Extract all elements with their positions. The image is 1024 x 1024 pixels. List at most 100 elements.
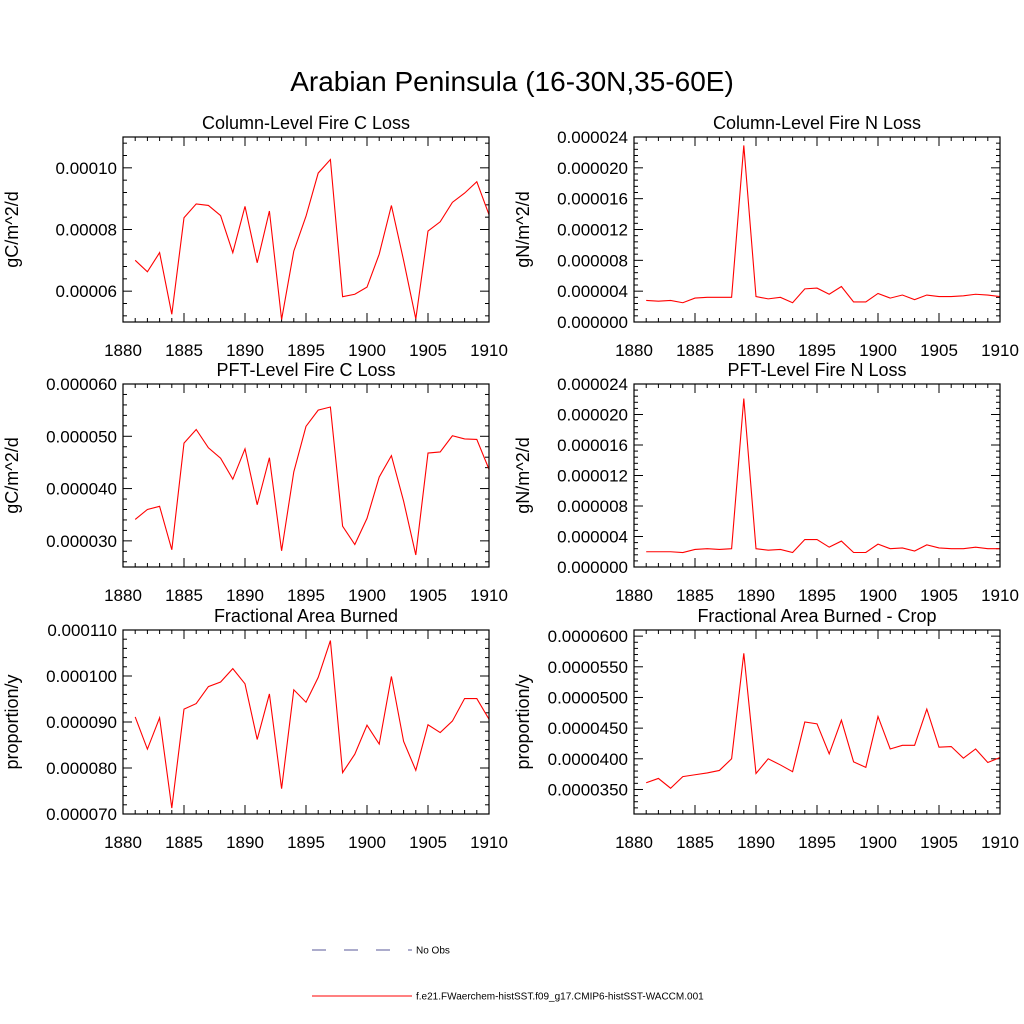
panel-pft-level-fire-n-loss: PFT-Level Fire N Loss gN/m^2/d 1880 1885 189…	[513, 360, 1019, 605]
panels: Column-Level Fire C Loss gC/m^2/d 1880 1885…	[2, 113, 1019, 852]
y-tick-label: 0.000020	[557, 406, 628, 425]
panel-column-level-fire-c-loss-frame	[122, 136, 490, 323]
x-tick-label: 1885	[165, 586, 203, 605]
panel-column-level-fire-c-loss-title: Column-Level Fire C Loss	[202, 113, 410, 133]
x-tick-label: 1910	[981, 833, 1019, 852]
figure-title: Arabian Peninsula (16-30N,35-60E)	[290, 66, 734, 97]
x-tick-label: 1905	[920, 586, 958, 605]
panel-pft-level-fire-n-loss-series-line	[646, 398, 1000, 554]
x-tick-label: 1880	[615, 833, 653, 852]
y-tick-label: 0.000024	[557, 375, 628, 394]
x-tick-label: 1890	[737, 341, 775, 360]
y-tick-label: 0.00006	[56, 282, 117, 301]
panel-pft-level-fire-c-loss-ylabel: gC/m^2/d	[2, 437, 22, 513]
y-tick-label: 0.000016	[557, 190, 628, 209]
x-tick-label: 1880	[615, 586, 653, 605]
x-tick-label: 1905	[409, 341, 447, 360]
y-tick-label: 0.000020	[557, 159, 628, 178]
panel-column-level-fire-c-loss-series-line	[134, 158, 489, 320]
y-tick-label: 0.000016	[557, 436, 628, 455]
panel-column-level-fire-n-loss-title: Column-Level Fire N Loss	[713, 113, 921, 133]
y-tick-label: 0.000004	[557, 528, 628, 547]
panel-column-level-fire-n-loss-frame	[633, 136, 1001, 323]
x-tick-label: 1905	[920, 341, 958, 360]
x-tick-label: 1890	[737, 833, 775, 852]
x-tick-label: 1895	[287, 586, 325, 605]
x-tick-label: 1890	[737, 586, 775, 605]
x-tick-label: 1900	[348, 833, 386, 852]
panel-column-level-fire-n-loss-ylabel: gN/m^2/d	[513, 191, 533, 267]
x-tick-label: 1895	[798, 341, 836, 360]
y-tick-label: 0.000012	[557, 467, 628, 486]
y-tick-label: 0.000090	[46, 713, 117, 732]
x-tick-label: 1890	[226, 586, 264, 605]
x-tick-label: 1910	[470, 341, 508, 360]
x-tick-label: 1885	[676, 833, 714, 852]
x-tick-label: 1880	[104, 341, 142, 360]
x-tick-label: 1880	[615, 341, 653, 360]
panel-fractional-area-burned-crop-frame	[633, 629, 1001, 815]
x-tick-label: 1910	[470, 833, 508, 852]
x-tick-label: 1905	[409, 586, 447, 605]
y-tick-label: 0.000100	[46, 667, 117, 686]
y-tick-label: 0.0000350	[548, 780, 628, 799]
x-tick-label: 1900	[348, 341, 386, 360]
x-tick-label: 1885	[165, 341, 203, 360]
panel-fractional-area-burned-crop-ylabel: proportion/y	[513, 674, 533, 769]
x-tick-label: 1900	[859, 833, 897, 852]
x-tick-label: 1900	[859, 586, 897, 605]
y-tick-label: 0.000000	[557, 313, 628, 332]
y-tick-label: 0.00010	[56, 159, 117, 178]
legend: No Obs f.e21.FWaerchem-histSST.f09_g17.C…	[312, 946, 704, 1003]
y-tick-label: 0.000000	[557, 558, 628, 577]
panel-pft-level-fire-c-loss-series-line	[134, 406, 489, 556]
x-tick-label: 1910	[981, 586, 1019, 605]
panel-pft-level-fire-c-loss: PFT-Level Fire C Loss gC/m^2/d 1880 1885 189…	[2, 360, 508, 605]
y-tick-label: 0.000070	[46, 805, 117, 824]
x-tick-label: 1890	[226, 833, 264, 852]
y-tick-label: 0.000004	[557, 282, 628, 301]
panel-fractional-area-burned-series-line	[134, 640, 489, 809]
panel-column-level-fire-c-loss-ylabel: gC/m^2/d	[2, 191, 22, 267]
y-tick-label: 0.0000500	[548, 688, 628, 707]
x-tick-label: 1900	[859, 341, 897, 360]
panel-fractional-area-burned-title: Fractional Area Burned	[214, 606, 398, 626]
x-tick-label: 1900	[348, 586, 386, 605]
panel-column-level-fire-c-loss: Column-Level Fire C Loss gC/m^2/d 1880 1885…	[2, 113, 508, 360]
panel-fractional-area-burned-frame	[122, 629, 490, 815]
x-tick-label: 1905	[409, 833, 447, 852]
panel-fractional-area-burned-ylabel: proportion/y	[2, 674, 22, 769]
x-tick-label: 1895	[287, 833, 325, 852]
panel-column-level-fire-n-loss-series-line	[646, 145, 1000, 304]
x-tick-label: 1895	[798, 586, 836, 605]
legend-label-model: f.e21.FWaerchem-histSST.f09_g17.CMIP6-hi…	[416, 992, 704, 1003]
x-tick-label: 1910	[470, 586, 508, 605]
x-tick-label: 1910	[981, 341, 1019, 360]
y-tick-label: 0.0000550	[548, 658, 628, 677]
y-tick-label: 0.0000600	[548, 627, 628, 646]
panel-fractional-area-burned: Fractional Area Burned proportion/y 1880 18…	[2, 606, 508, 852]
y-tick-label: 0.000060	[46, 375, 117, 394]
panel-pft-level-fire-n-loss-ylabel: gN/m^2/d	[513, 437, 533, 513]
x-tick-label: 1885	[165, 833, 203, 852]
x-tick-label: 1880	[104, 833, 142, 852]
panel-pft-level-fire-c-loss-frame	[122, 383, 490, 568]
panel-fractional-area-burned-crop-series-line	[646, 653, 1000, 789]
x-tick-label: 1895	[287, 341, 325, 360]
x-tick-label: 1905	[920, 833, 958, 852]
panel-pft-level-fire-n-loss-frame	[633, 383, 1001, 568]
y-tick-label: 0.000012	[557, 221, 628, 240]
y-tick-label: 0.000008	[557, 251, 628, 270]
y-tick-label: 0.000008	[557, 497, 628, 516]
y-tick-label: 0.00008	[56, 221, 117, 240]
x-tick-label: 1895	[798, 833, 836, 852]
x-tick-label: 1885	[676, 586, 714, 605]
panel-pft-level-fire-c-loss-title: PFT-Level Fire C Loss	[216, 360, 395, 380]
x-tick-label: 1880	[104, 586, 142, 605]
y-tick-label: 0.000030	[46, 532, 117, 551]
y-tick-label: 0.0000450	[548, 719, 628, 738]
y-tick-label: 0.0000400	[548, 750, 628, 769]
y-tick-label: 0.000050	[46, 427, 117, 446]
